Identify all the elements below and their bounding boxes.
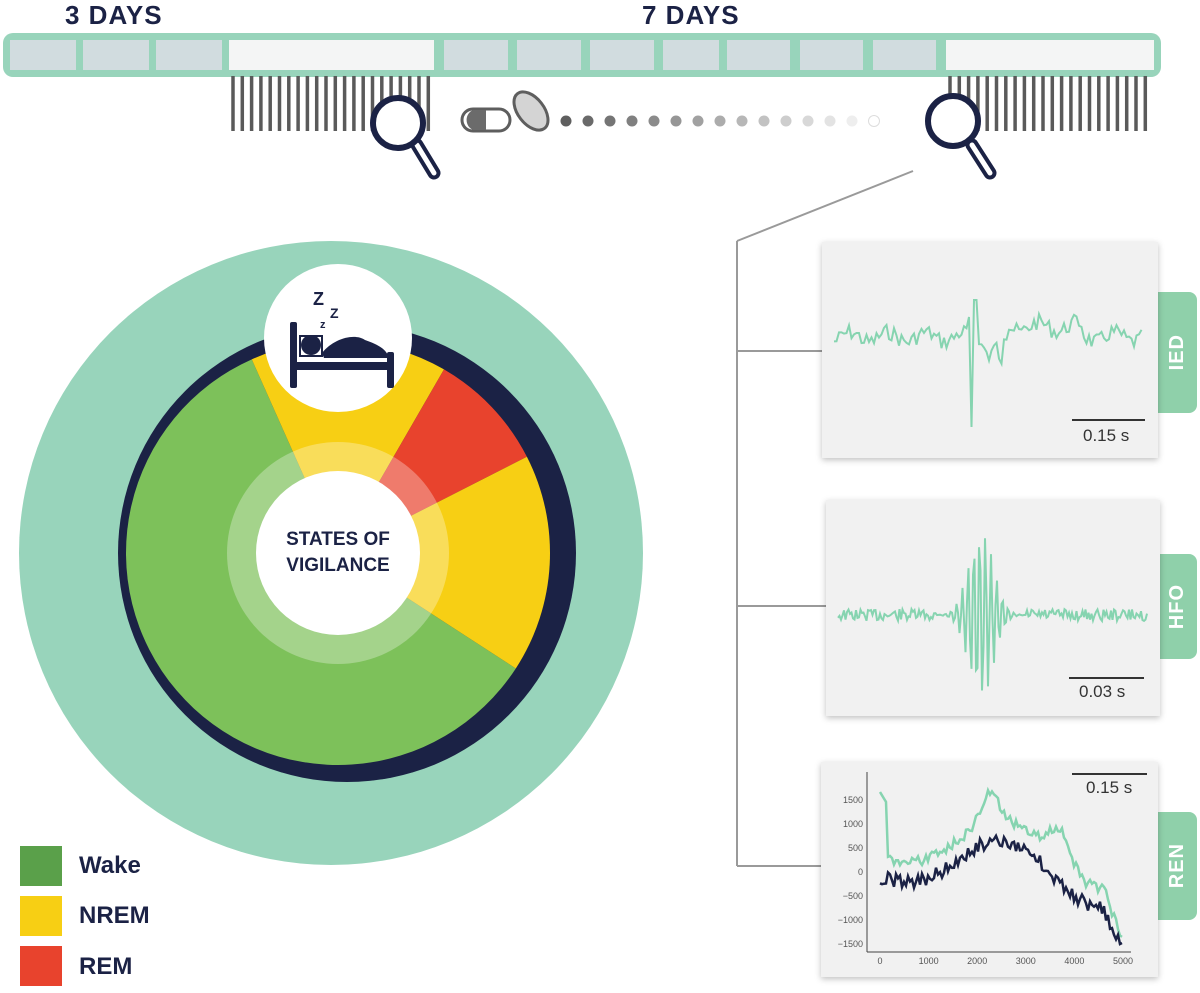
ren-y-tick-label: 1000 [843, 819, 863, 829]
ren-y-tick-label: −1000 [838, 915, 863, 925]
timeline-segment [873, 40, 936, 70]
timeline-segment [229, 40, 434, 70]
tab-hfo-label: HFO [1165, 583, 1188, 630]
dose-dot [604, 115, 616, 127]
dose-dot [758, 115, 770, 127]
ren-x-tick-label: 5000 [1113, 956, 1133, 966]
ren-scale-label: 0.15 s [1086, 778, 1133, 797]
center-label-line2: VIGILANCE [286, 555, 390, 576]
ied-scale-label: 0.15 s [1083, 426, 1130, 445]
tab-ied-label: IED [1165, 334, 1188, 371]
dose-dot [670, 115, 682, 127]
dose-dot [648, 115, 660, 127]
timeline-segment [444, 40, 508, 70]
ren-y-tick-label: −500 [843, 891, 863, 901]
seven-days-label: 7 DAYS [642, 0, 740, 30]
legend-swatch-wake [20, 846, 62, 886]
svg-text:Z: Z [313, 289, 324, 309]
ren-y-tick-label: 1500 [843, 795, 863, 805]
tab-ren: REN [1157, 812, 1197, 920]
dose-dot [736, 115, 748, 127]
ren-y-tick-label: 500 [848, 843, 863, 853]
dose-dot [560, 115, 572, 127]
sleeping-person-icon: Z Z z [290, 289, 394, 388]
three-days-label: 3 DAYS [65, 0, 163, 30]
legend-label-nrem: NREM [79, 902, 150, 929]
dose-dots [560, 115, 880, 127]
center-label-line1: STATES OF [286, 529, 390, 550]
ied-panel: 0.15 s [822, 242, 1158, 458]
magnifier-icon [370, 95, 441, 180]
dose-dot [824, 115, 836, 127]
connector-lines [736, 170, 914, 867]
timeline-segment [10, 40, 76, 70]
dose-dot [802, 115, 814, 127]
dose-dot [714, 115, 726, 127]
timeline-segment [663, 40, 719, 70]
hfo-trace [837, 538, 1148, 691]
legend-label-wake: Wake [79, 852, 141, 879]
ied-trace [833, 299, 1145, 428]
hfo-scale-label: 0.03 s [1079, 682, 1126, 701]
timeline-segment [517, 40, 581, 70]
dose-dot [780, 115, 792, 127]
timeline-segment [83, 40, 149, 70]
sleep-badge [264, 264, 412, 412]
dose-dot [626, 115, 638, 127]
center-disc [256, 471, 420, 635]
timeline-segment [727, 40, 790, 70]
ren-y-tick-label: 0 [858, 867, 863, 877]
svg-text:z: z [320, 319, 326, 331]
pill-icon [512, 90, 550, 132]
legend-swatch-rem [20, 946, 62, 986]
ren-panel: 1500 1000 500 0 −500 −1000 −1500 0 1000 2000 3000… [821, 762, 1158, 977]
timeline-segment [590, 40, 654, 70]
tab-ren-label: REN [1165, 843, 1188, 889]
timeline-segment [156, 40, 222, 70]
timeline-segment [800, 40, 863, 70]
dose-dot [582, 115, 594, 127]
ren-y-tick-label: −1500 [838, 939, 863, 949]
dose-dot [846, 115, 858, 127]
ren-x-tick-label: 1000 [919, 956, 939, 966]
ren-x-tick-label: 2000 [967, 956, 987, 966]
pill-icon [460, 107, 512, 133]
vigilance-wheel [19, 241, 643, 865]
timeline-segment [946, 40, 1154, 70]
svg-text:Z: Z [330, 305, 339, 321]
recording-timeline [3, 33, 1161, 131]
tab-hfo: HFO [1157, 554, 1197, 659]
center-label: STATES OF VIGILANCE [258, 527, 418, 579]
ren-x-tick-label: 0 [877, 956, 882, 966]
ren-trace-dark [879, 832, 1123, 946]
ren-x-tick-label: 3000 [1016, 956, 1036, 966]
dose-dot [868, 115, 880, 127]
hfo-panel: 0.03 s [826, 500, 1160, 716]
legend-label-rem: REM [79, 953, 133, 980]
tab-ied: IED [1157, 292, 1197, 413]
ren-trace-light [878, 786, 1123, 938]
ren-x-tick-label: 4000 [1064, 956, 1084, 966]
legend-swatch-nrem [20, 896, 62, 936]
magnifier-icon [925, 93, 997, 180]
nrem-slice [338, 456, 550, 669]
dose-dot [692, 115, 704, 127]
